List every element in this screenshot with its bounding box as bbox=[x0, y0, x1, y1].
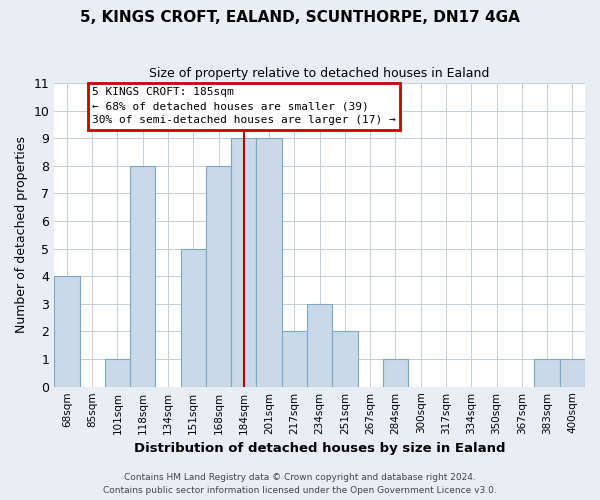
Bar bbox=[535, 359, 560, 386]
Bar bbox=[206, 166, 231, 386]
Bar bbox=[282, 332, 307, 386]
Y-axis label: Number of detached properties: Number of detached properties bbox=[15, 136, 28, 334]
X-axis label: Distribution of detached houses by size in Ealand: Distribution of detached houses by size … bbox=[134, 442, 505, 455]
Bar bbox=[256, 138, 282, 386]
Bar bbox=[105, 359, 130, 386]
Bar bbox=[130, 166, 155, 386]
Bar bbox=[54, 276, 80, 386]
Bar bbox=[307, 304, 332, 386]
Bar bbox=[181, 248, 206, 386]
Text: Contains HM Land Registry data © Crown copyright and database right 2024.
Contai: Contains HM Land Registry data © Crown c… bbox=[103, 474, 497, 495]
Title: Size of property relative to detached houses in Ealand: Size of property relative to detached ho… bbox=[149, 68, 490, 80]
Bar bbox=[231, 138, 256, 386]
Text: 5 KINGS CROFT: 185sqm
← 68% of detached houses are smaller (39)
30% of semi-deta: 5 KINGS CROFT: 185sqm ← 68% of detached … bbox=[92, 87, 396, 125]
Bar bbox=[383, 359, 408, 386]
Bar bbox=[560, 359, 585, 386]
Bar bbox=[332, 332, 358, 386]
Text: 5, KINGS CROFT, EALAND, SCUNTHORPE, DN17 4GA: 5, KINGS CROFT, EALAND, SCUNTHORPE, DN17… bbox=[80, 10, 520, 25]
